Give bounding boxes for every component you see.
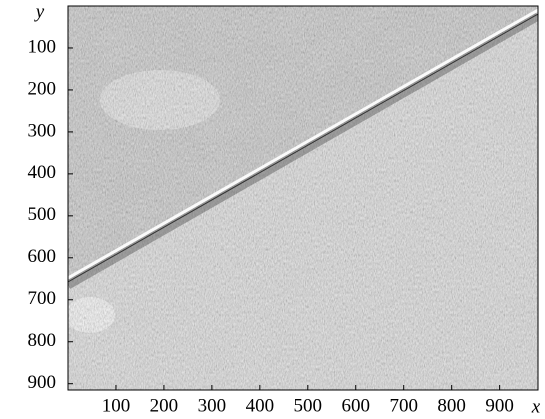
y-tick-label: 100 <box>28 36 57 57</box>
y-tick-label: 200 <box>28 78 57 99</box>
x-tick-label: 900 <box>485 395 514 416</box>
y-tick-label: 500 <box>28 204 57 225</box>
x-tick-label: 200 <box>150 395 179 416</box>
x-tick-label: 800 <box>437 395 466 416</box>
y-tick-label: 300 <box>28 120 57 141</box>
image <box>65 6 538 390</box>
y-axis-label: y <box>34 1 45 22</box>
x-axis-label: x <box>531 396 541 417</box>
y-tick-label: 900 <box>28 372 57 393</box>
x-tick-label: 700 <box>389 395 418 416</box>
chart: y x 100 200 300 400 500 600 700 800 900 100 200 300… <box>0 0 545 419</box>
x-tick-label: 500 <box>294 395 323 416</box>
x-tick-label: 600 <box>342 395 371 416</box>
y-tick-label: 800 <box>28 330 57 351</box>
x-tick-label: 300 <box>198 395 227 416</box>
y-tick-label: 700 <box>28 288 57 309</box>
x-tick-label: 100 <box>102 395 131 416</box>
y-tick-label: 600 <box>28 246 57 267</box>
x-tick-label: 400 <box>246 395 275 416</box>
page: y x 100 200 300 400 500 600 700 800 900 100 200 300… <box>0 0 545 419</box>
y-tick-label: 400 <box>28 162 57 183</box>
